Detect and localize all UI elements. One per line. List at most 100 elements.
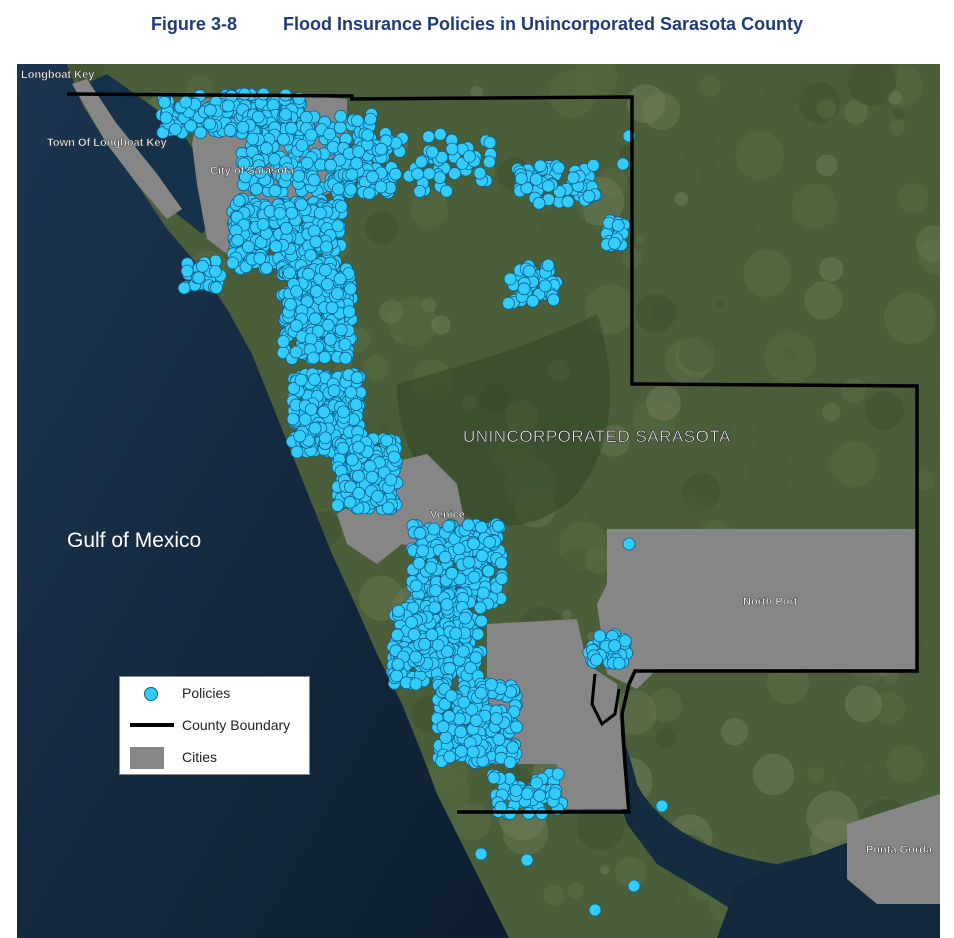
legend-item-county-boundary: County Boundary	[120, 713, 309, 737]
land-patch	[864, 391, 904, 431]
land-patch	[889, 119, 906, 136]
policy-dot	[503, 272, 517, 286]
policy-dot	[260, 261, 273, 275]
policy-dot	[433, 128, 447, 141]
policy-dot	[520, 181, 534, 195]
policy-dot	[384, 473, 398, 487]
policy-dot	[551, 767, 565, 781]
policy-dot	[284, 297, 297, 311]
policy-dot	[371, 489, 384, 503]
policy-dot	[351, 469, 365, 483]
policy-dot	[318, 263, 332, 277]
policy-dot	[424, 561, 438, 574]
policy-dot	[413, 526, 427, 540]
policy-dot	[547, 293, 560, 307]
label-venice: Venice	[430, 509, 465, 521]
figure-title: Flood Insurance Policies in Unincorporat…	[282, 14, 804, 34]
policy-dot	[482, 155, 496, 169]
land-patch	[470, 86, 484, 99]
land-patch	[567, 882, 584, 899]
policy-dot	[307, 224, 321, 238]
land-patch	[363, 354, 390, 381]
county-boundary	[66, 92, 919, 814]
land-patch	[631, 886, 679, 934]
policy-dot	[380, 434, 394, 447]
policy-dot	[158, 95, 171, 109]
policy-dot	[425, 628, 439, 642]
map-canvas: Longboat Key Town Of Longboat Key City o…	[17, 64, 940, 938]
policy-dot	[302, 267, 315, 281]
policy-dot	[342, 305, 356, 319]
land-patch	[844, 745, 881, 782]
land-patch	[379, 299, 404, 324]
policy-dot	[445, 142, 459, 156]
city-fill-icon	[130, 747, 166, 769]
label-gulf-of-mexico: Gulf of Mexico	[67, 529, 201, 552]
policy-dot	[405, 616, 418, 629]
policy-dot	[391, 604, 405, 618]
policy-dot	[387, 450, 401, 464]
policy-dot	[443, 750, 457, 764]
policy-dot	[427, 522, 441, 536]
policy-dot	[241, 240, 255, 254]
policy-dot	[374, 142, 388, 156]
land-patch	[748, 450, 792, 494]
policy-dot	[474, 847, 488, 861]
policy-dot	[253, 165, 267, 179]
policy-dot	[334, 110, 348, 123]
legend-item-cities: Cities	[120, 745, 309, 769]
land-patch	[615, 856, 646, 888]
policy-dot	[363, 459, 377, 473]
policy-dot	[440, 598, 454, 611]
boundary-line-icon	[130, 717, 174, 733]
land-patch	[835, 771, 858, 794]
policy-dot	[495, 572, 509, 586]
policy-dot	[467, 570, 481, 584]
policy-dot	[412, 556, 426, 570]
city-venice-south	[487, 619, 627, 809]
policy-dot	[491, 519, 505, 533]
land-patch	[914, 470, 935, 491]
policy-dot	[184, 119, 198, 133]
policy-dot	[440, 645, 454, 658]
land-patch	[752, 208, 764, 220]
policy-dot	[277, 133, 290, 146]
land-patch	[410, 190, 448, 228]
land-patch	[915, 225, 940, 262]
policy-dot	[616, 157, 630, 171]
policy-dot	[517, 282, 531, 296]
land-patch	[753, 412, 800, 459]
policy-dot	[443, 661, 457, 675]
policy-dot	[279, 108, 293, 121]
policy-dot	[318, 350, 332, 364]
policy-dot	[541, 179, 555, 193]
policy-dot	[309, 284, 323, 298]
policy-dot	[279, 168, 293, 182]
policy-dot	[501, 296, 515, 310]
policy-dot	[462, 555, 476, 569]
policy-dot	[344, 183, 358, 196]
land-patch	[69, 64, 105, 83]
policy-dot	[492, 733, 506, 746]
land-patch	[744, 824, 757, 838]
land-patch	[699, 164, 722, 188]
policy-dot	[390, 628, 404, 642]
policy-dot	[194, 126, 207, 140]
policy-dot	[448, 167, 462, 180]
policy-dot	[226, 256, 240, 270]
policy-dot	[321, 318, 335, 332]
policy-dot	[587, 159, 600, 172]
land-patch	[806, 791, 858, 843]
land-patch	[562, 609, 572, 620]
policy-dot	[317, 405, 331, 419]
policy-dot	[268, 153, 281, 166]
policy-dot	[331, 219, 345, 233]
policy-dot	[231, 233, 245, 247]
land-patch	[549, 70, 597, 118]
policy-dots-layer	[155, 87, 669, 917]
policy-dot	[566, 171, 580, 185]
land-patch	[764, 332, 817, 384]
land-patch	[584, 546, 613, 574]
land-patch	[678, 333, 717, 372]
policy-dot	[350, 371, 364, 385]
